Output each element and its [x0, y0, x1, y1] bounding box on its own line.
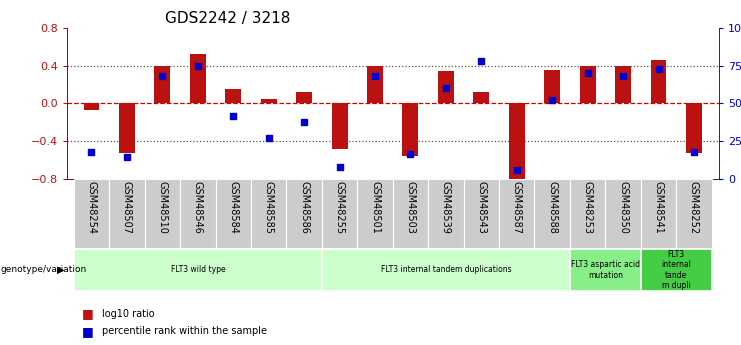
Bar	[402, 104, 419, 156]
Bar	[686, 104, 702, 153]
Text: GDS2242 / 3218: GDS2242 / 3218	[165, 11, 290, 27]
Bar	[570, 179, 605, 248]
Text: FLT3 aspartic acid
mutation: FLT3 aspartic acid mutation	[571, 260, 640, 280]
Text: ▶: ▶	[57, 265, 64, 275]
Text: GSM48253: GSM48253	[582, 181, 593, 235]
Text: GSM48585: GSM48585	[264, 181, 273, 235]
Text: GSM48350: GSM48350	[618, 181, 628, 234]
Point	[85, 149, 97, 155]
Text: log10 ratio: log10 ratio	[102, 309, 155, 319]
Bar	[190, 54, 206, 104]
Text: GSM48539: GSM48539	[441, 181, 451, 234]
Bar	[180, 179, 216, 248]
Point	[476, 58, 488, 64]
Text: GSM48252: GSM48252	[689, 181, 699, 235]
Point	[688, 149, 700, 155]
Bar	[499, 179, 534, 248]
Bar	[615, 66, 631, 104]
Text: GSM48254: GSM48254	[87, 181, 96, 235]
Bar	[579, 66, 596, 104]
Point	[298, 119, 310, 125]
Bar	[154, 67, 170, 104]
Bar	[225, 89, 242, 104]
Text: FLT3 wild type: FLT3 wild type	[170, 265, 225, 275]
Bar	[74, 179, 109, 248]
Bar	[641, 249, 711, 290]
Text: GSM48255: GSM48255	[335, 181, 345, 235]
Bar	[322, 249, 570, 290]
Point	[440, 86, 452, 91]
Bar	[605, 179, 641, 248]
Text: GSM48541: GSM48541	[654, 181, 663, 234]
Point	[227, 113, 239, 118]
Point	[546, 98, 558, 103]
Bar	[544, 70, 560, 104]
Bar	[464, 179, 499, 248]
Bar	[251, 179, 287, 248]
Text: GSM48507: GSM48507	[122, 181, 132, 235]
Text: GSM48543: GSM48543	[476, 181, 486, 234]
Text: percentile rank within the sample: percentile rank within the sample	[102, 326, 268, 336]
Bar	[216, 179, 251, 248]
Text: GSM48501: GSM48501	[370, 181, 380, 234]
Bar	[287, 179, 322, 248]
Bar	[84, 104, 99, 110]
Bar	[509, 104, 525, 179]
Bar	[119, 104, 135, 153]
Text: GSM48503: GSM48503	[405, 181, 416, 234]
Point	[617, 73, 629, 79]
Text: GSM48510: GSM48510	[157, 181, 167, 234]
Text: genotype/variation: genotype/variation	[1, 265, 87, 275]
Bar	[322, 179, 357, 248]
Bar	[570, 249, 641, 290]
Point	[369, 73, 381, 79]
Text: ■: ■	[82, 325, 93, 338]
Bar	[109, 179, 144, 248]
Text: GSM48584: GSM48584	[228, 181, 239, 234]
Bar	[428, 179, 464, 248]
Text: GSM48587: GSM48587	[512, 181, 522, 235]
Bar	[438, 71, 453, 104]
Text: GSM48588: GSM48588	[547, 181, 557, 234]
Text: GSM48586: GSM48586	[299, 181, 309, 234]
Bar	[331, 104, 348, 149]
Bar	[357, 179, 393, 248]
Point	[653, 66, 665, 71]
Point	[405, 151, 416, 156]
Bar	[641, 179, 677, 248]
Point	[156, 73, 168, 79]
Text: FLT3
internal
tande
m dupli: FLT3 internal tande m dupli	[661, 250, 691, 290]
Bar	[534, 179, 570, 248]
Bar	[296, 92, 312, 104]
Bar	[677, 179, 711, 248]
Bar	[144, 179, 180, 248]
Point	[263, 136, 275, 141]
Point	[121, 154, 133, 159]
Bar	[651, 60, 666, 104]
Bar	[74, 249, 322, 290]
Bar	[367, 66, 383, 104]
Bar	[393, 179, 428, 248]
Point	[192, 63, 204, 68]
Text: ■: ■	[82, 307, 93, 321]
Bar	[261, 99, 276, 103]
Point	[333, 165, 345, 170]
Bar	[473, 92, 489, 104]
Point	[511, 168, 522, 173]
Text: GSM48546: GSM48546	[193, 181, 203, 234]
Point	[582, 70, 594, 76]
Text: FLT3 internal tandem duplications: FLT3 internal tandem duplications	[381, 265, 511, 275]
